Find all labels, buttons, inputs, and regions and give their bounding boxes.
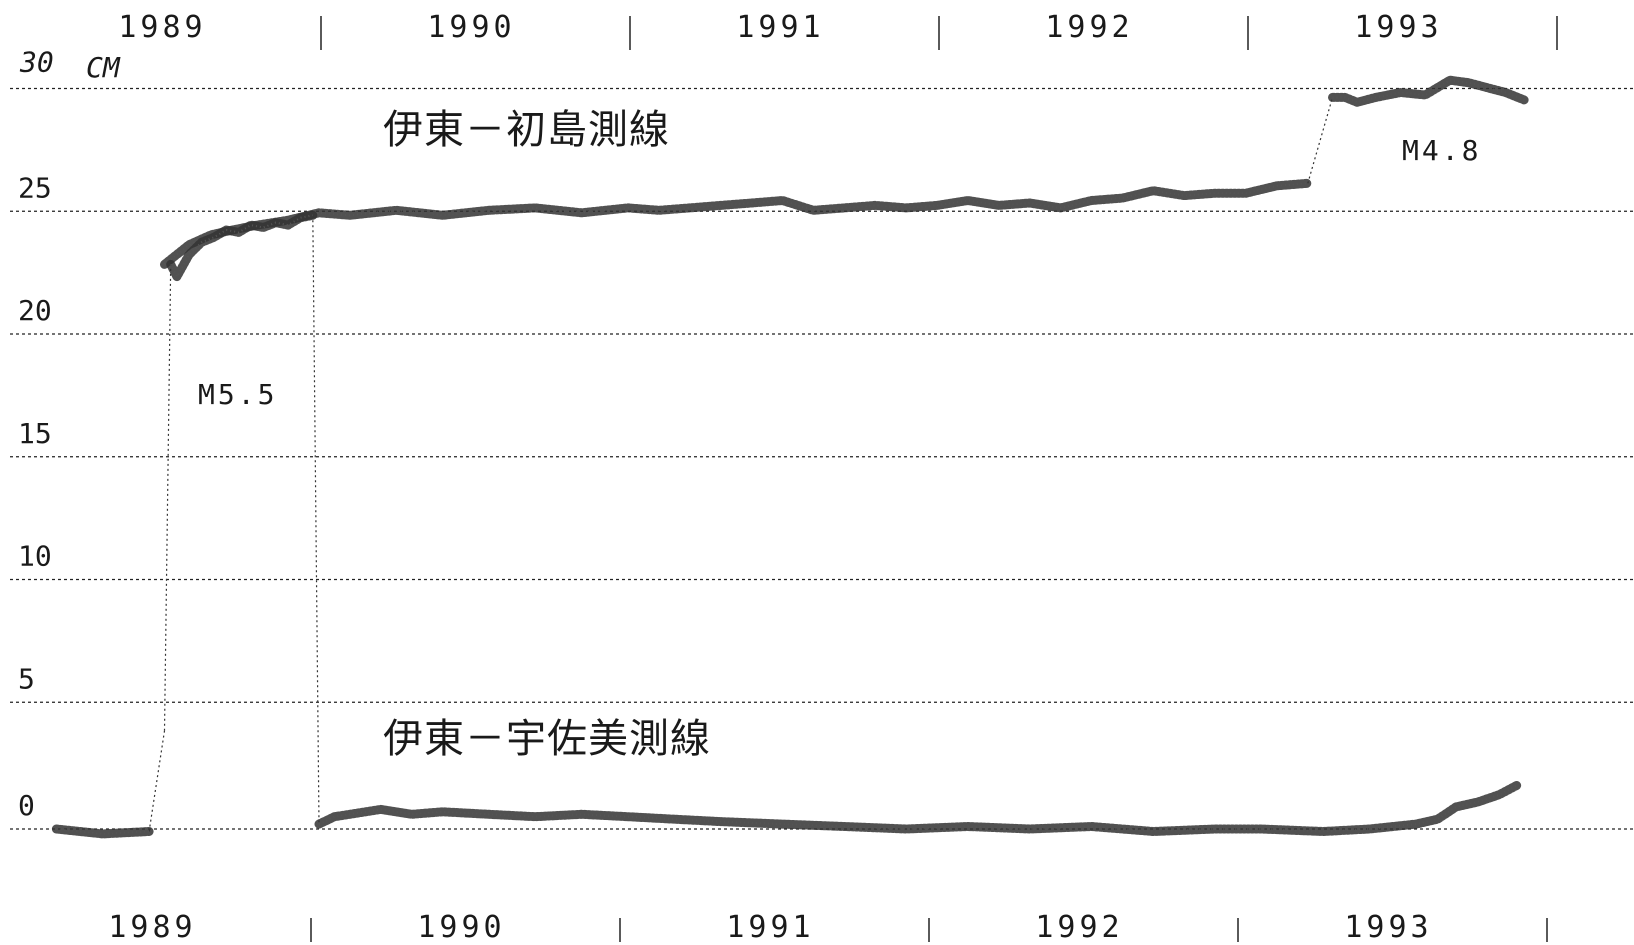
series-1-trace bbox=[314, 780, 1523, 836]
y-tick-label-20: 20 bbox=[18, 294, 52, 327]
series-1-trace-core bbox=[318, 783, 1519, 833]
series-0-trace bbox=[160, 178, 1313, 269]
gridlines bbox=[10, 87, 1634, 830]
x-tick-label-top: 1990 bbox=[427, 10, 515, 45]
series-traces bbox=[51, 75, 1529, 839]
series-0-trace-core bbox=[163, 182, 1308, 266]
x-tick-label-top: 1991 bbox=[736, 10, 824, 45]
year-separators bbox=[310, 16, 1558, 942]
y-tick-labels: 0 5 10 15 20 25 30 bbox=[18, 46, 54, 823]
y-tick-label-25: 25 bbox=[18, 171, 52, 204]
coseismic-jumps bbox=[148, 97, 1334, 832]
series-1-jump bbox=[148, 730, 166, 832]
series-label-usami: 伊東－宇佐美測線 bbox=[383, 716, 711, 762]
x-tick-label-bottom: 1989 bbox=[108, 910, 196, 945]
series-1-trace-core bbox=[169, 214, 313, 279]
series-label-hatsushima: 伊東－初島測線 bbox=[383, 107, 670, 153]
x-tick-label-top: 1992 bbox=[1045, 10, 1133, 45]
series-1-jump bbox=[312, 215, 320, 825]
annotation-m55: M5.5 bbox=[198, 378, 277, 411]
x-tick-label-bottom: 1992 bbox=[1035, 910, 1123, 945]
x-tick-label-bottom: 1990 bbox=[417, 910, 505, 945]
y-tick-label-5: 5 bbox=[18, 662, 35, 695]
x-tick-labels: 1989 1989 1990 1990 1991 1991 1992 1992 1993 1993 bbox=[108, 10, 1442, 945]
y-unit-label: CM bbox=[86, 51, 121, 84]
series-0-jump bbox=[1307, 97, 1334, 184]
annotation-m48: M4.8 bbox=[1402, 134, 1481, 167]
x-tick-label-bottom: 1993 bbox=[1344, 910, 1432, 945]
x-tick-label-top: 1993 bbox=[1354, 10, 1442, 45]
y-tick-label-30: 30 bbox=[19, 46, 54, 79]
series-0-trace bbox=[1328, 75, 1529, 107]
y-tick-label-0: 0 bbox=[18, 789, 35, 822]
x-tick-label-top: 1989 bbox=[118, 10, 206, 45]
series-1-trace bbox=[51, 824, 154, 839]
y-tick-label-15: 15 bbox=[18, 417, 52, 450]
x-tick-label-bottom: 1991 bbox=[726, 910, 814, 945]
y-tick-label-10: 10 bbox=[18, 540, 52, 573]
